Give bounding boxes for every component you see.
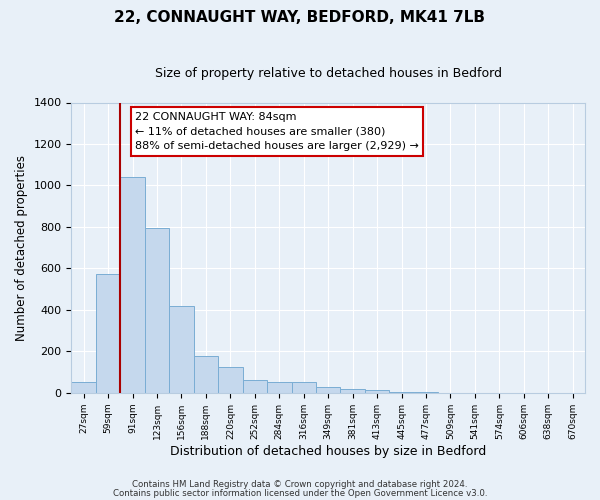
Bar [414,392,438,393]
Bar [242,380,267,393]
Bar [267,382,292,393]
Bar [316,387,340,393]
Bar [96,274,121,393]
Text: 22 CONNAUGHT WAY: 84sqm
← 11% of detached houses are smaller (380)
88% of semi-d: 22 CONNAUGHT WAY: 84sqm ← 11% of detache… [135,112,419,152]
Bar [340,388,365,393]
Y-axis label: Number of detached properties: Number of detached properties [15,154,28,340]
Bar [145,228,169,393]
Bar [194,356,218,393]
Title: Size of property relative to detached houses in Bedford: Size of property relative to detached ho… [155,68,502,80]
Bar [169,306,194,393]
Bar [292,382,316,393]
Text: Contains HM Land Registry data © Crown copyright and database right 2024.: Contains HM Land Registry data © Crown c… [132,480,468,489]
Bar [71,382,96,393]
Bar [121,177,145,393]
X-axis label: Distribution of detached houses by size in Bedford: Distribution of detached houses by size … [170,444,487,458]
Bar [365,390,389,393]
Text: Contains public sector information licensed under the Open Government Licence v3: Contains public sector information licen… [113,490,487,498]
Bar [218,367,242,393]
Bar [389,392,414,393]
Text: 22, CONNAUGHT WAY, BEDFORD, MK41 7LB: 22, CONNAUGHT WAY, BEDFORD, MK41 7LB [115,10,485,25]
